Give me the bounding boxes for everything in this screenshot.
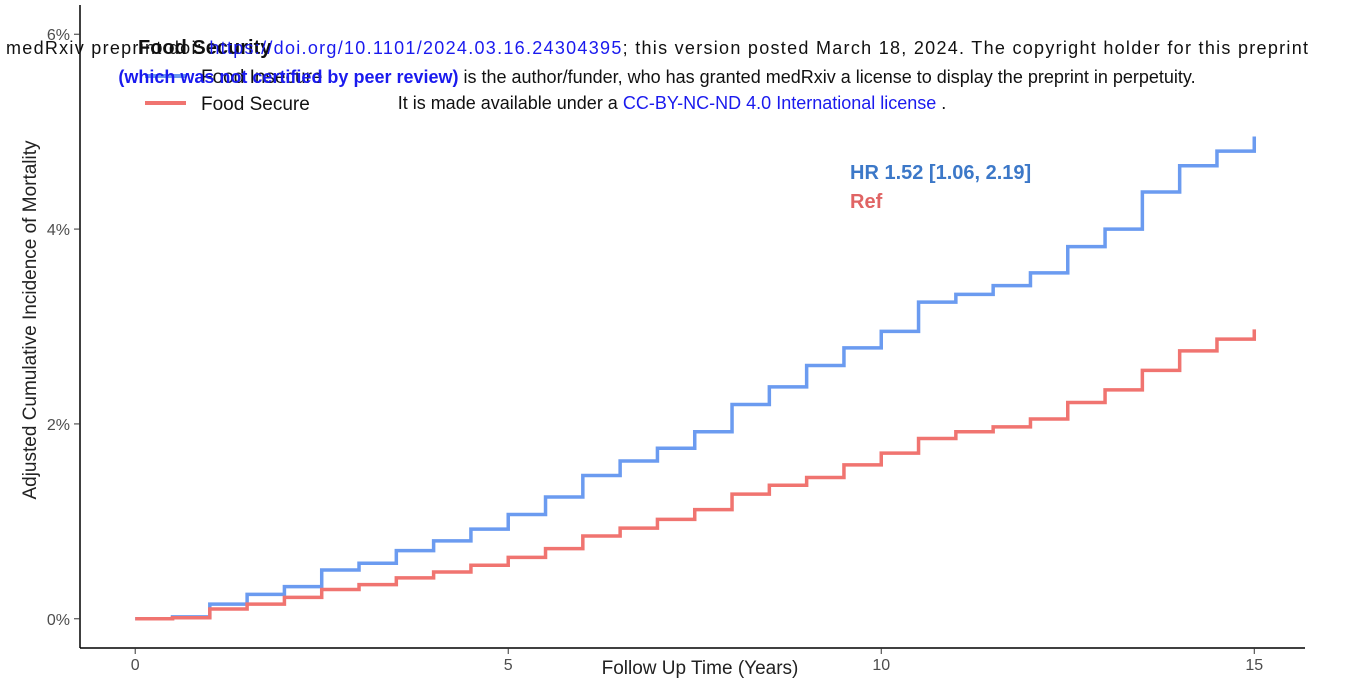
- header-note: (which was not certified by peer review): [118, 67, 458, 87]
- header-line: (which was not certified by peer review)…: [118, 67, 1195, 87]
- step-line: [135, 329, 1257, 621]
- x-axis-title: Follow Up Time (Years): [602, 658, 799, 679]
- doi-link[interactable]: https://doi.org/10.1101/2024.03.16.24304…: [209, 38, 621, 58]
- header-text: It is made available under a: [398, 93, 623, 113]
- x-tick-label: 15: [1245, 657, 1263, 674]
- legend-label: Food Insecure: [201, 67, 322, 88]
- y-axis-title: Adjusted Cumulative Incidence of Mortali…: [20, 140, 41, 500]
- header-text: ; this version posted March 18, 2024. Th…: [623, 38, 1308, 58]
- legend: Food Insecure Food Secure: [145, 67, 322, 115]
- license-link[interactable]: CC-BY-NC-ND 4.0 International license: [623, 93, 936, 113]
- plot-area: [135, 136, 1257, 621]
- header-line: It is made available under a CC-BY-NC-ND…: [398, 93, 947, 113]
- step-line: [135, 136, 1257, 621]
- y-tick-label: 6%: [47, 27, 70, 44]
- header-line: medRxiv preprint doi: https://doi.org/10…: [6, 38, 1308, 58]
- legend-label: Food Secure: [201, 94, 310, 115]
- y-tick-label: 4%: [47, 222, 70, 239]
- header-text: .: [936, 93, 946, 113]
- x-tick-label: 10: [872, 657, 890, 674]
- y-tick-label: 0%: [47, 612, 70, 629]
- annotation: HR 1.52 [1.06, 2.19]: [850, 162, 1031, 184]
- y-tick-label: 2%: [47, 417, 70, 434]
- header-text: medRxiv preprint doi:: [6, 38, 208, 58]
- annotation: Ref: [850, 191, 883, 213]
- x-tick-label: 5: [504, 657, 513, 674]
- x-tick-label: 0: [131, 657, 140, 674]
- header-text: is the author/funder, who has granted me…: [459, 67, 1196, 87]
- legend-title: Food Security: [138, 37, 272, 59]
